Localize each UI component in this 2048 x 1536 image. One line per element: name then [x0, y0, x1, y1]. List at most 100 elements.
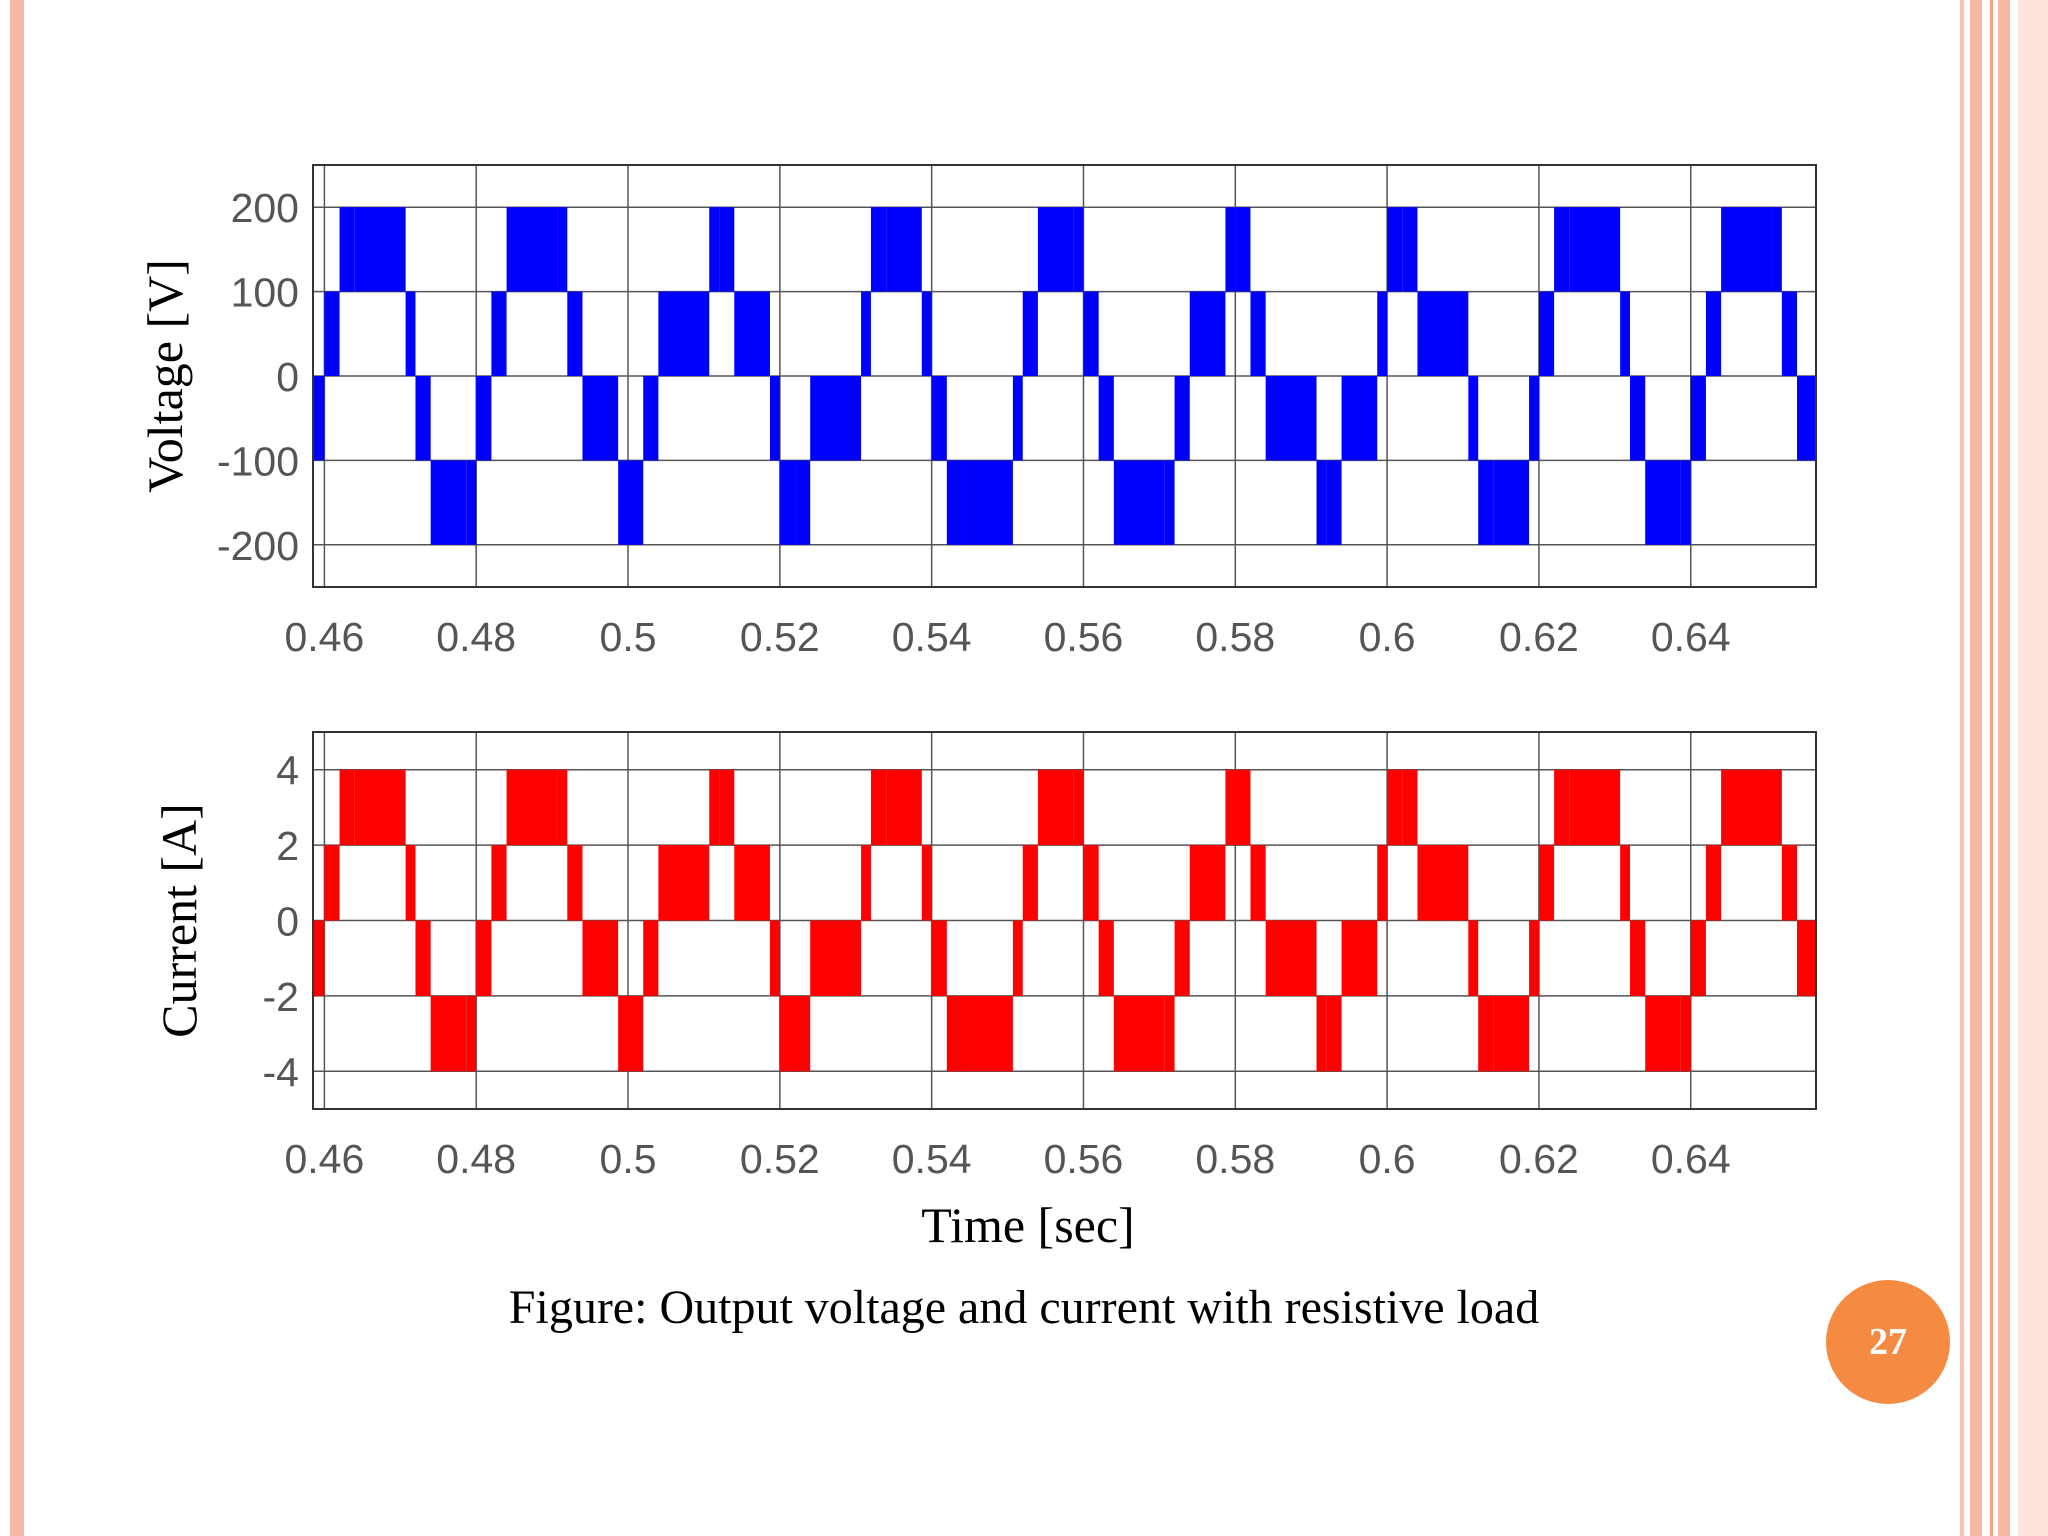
waveform-segment — [1402, 769, 1418, 846]
waveform-segment — [962, 995, 1013, 1072]
waveform-segment — [709, 207, 720, 292]
waveform-segment — [1705, 845, 1722, 921]
waveform-segment — [658, 845, 710, 921]
left-border-stripe — [10, 0, 24, 1536]
waveform-segment — [1478, 460, 1494, 545]
waveform-segment — [628, 995, 644, 1072]
waveform-segment — [779, 995, 796, 1072]
waveform-segment — [1468, 376, 1479, 461]
x-tick-label: 0.62 — [1499, 614, 1579, 660]
waveform-segment — [1721, 207, 1772, 292]
waveform-segment — [931, 376, 947, 461]
waveform-segment — [719, 207, 735, 292]
x-tick-label: 0.52 — [740, 614, 820, 660]
waveform-segment — [769, 376, 780, 461]
waveform-segment — [795, 995, 811, 1072]
y-tick-label: -2 — [263, 974, 299, 1020]
waveform-segment — [1189, 845, 1226, 921]
waveform-segment — [1250, 845, 1266, 921]
waveform-segment — [567, 291, 583, 376]
y-axis-label: Current [A] — [151, 803, 207, 1038]
waveform-segment — [810, 920, 862, 996]
x-tick-label: 0.64 — [1651, 614, 1731, 660]
waveform-segment — [1771, 769, 1782, 846]
waveform-segment — [1620, 291, 1631, 376]
y-tick-label: 2 — [276, 823, 299, 869]
waveform-segment — [313, 920, 325, 996]
waveform-segment — [795, 460, 811, 545]
x-axis-label: Time [sec] — [921, 1197, 1135, 1253]
y-tick-label: 0 — [276, 899, 299, 945]
waveform-segment — [734, 291, 770, 376]
waveform-segment — [1569, 207, 1621, 292]
y-tick-label: 4 — [276, 748, 299, 794]
x-tick-label: 0.48 — [436, 614, 516, 660]
x-tick-label: 0.5 — [600, 614, 657, 660]
waveform-segment — [405, 291, 416, 376]
waveform-segment — [1341, 920, 1378, 996]
waveform-segment — [931, 920, 947, 996]
waveform-segment — [1771, 207, 1782, 292]
waveform-segment — [1377, 845, 1388, 921]
waveform-segment — [921, 291, 932, 376]
waveform-segment — [1402, 207, 1418, 292]
waveform-segment — [1098, 920, 1114, 996]
waveform-segment — [1073, 769, 1084, 846]
waveform-segment — [1554, 207, 1570, 292]
waveform-segment — [354, 207, 406, 292]
waveform-segment — [861, 845, 871, 921]
waveform-segment — [324, 845, 340, 921]
plot-frame — [312, 164, 1817, 588]
waveform-segment — [810, 376, 862, 461]
waveform-segment — [1037, 769, 1074, 846]
y-tick-label: -100 — [217, 438, 299, 484]
waveform-segment — [506, 769, 558, 846]
x-tick-label: 0.46 — [284, 1136, 364, 1182]
waveform-segment — [1012, 920, 1023, 996]
waveform-segment — [1073, 207, 1084, 292]
figure-caption: Figure: Output voltage and current with … — [508, 1281, 1540, 1334]
current-plot: 4 2 0 -2 -4 0.46 0.48 0.5 0.52 0.54 0.56 0.58 0.6 0.6… — [151, 731, 1817, 1182]
waveform-segment — [1538, 291, 1555, 376]
waveform-segment — [1529, 376, 1539, 461]
y-axis-label: Voltage [V] — [137, 259, 193, 493]
waveform-segment — [1538, 845, 1555, 921]
waveform-segment — [1705, 291, 1722, 376]
waveform-segment — [1680, 460, 1691, 545]
waveform-segment — [324, 291, 340, 376]
waveform-segment — [1690, 376, 1706, 461]
waveform-segment — [1797, 376, 1816, 461]
page-number-badge: 27 — [1826, 1280, 1950, 1404]
x-tick-label: 0.54 — [892, 1136, 972, 1182]
waveform-segment — [1326, 995, 1342, 1072]
waveform-segment — [1781, 845, 1798, 921]
waveform-segment — [921, 845, 932, 921]
waveform-segment — [1113, 460, 1165, 545]
waveform-segment — [886, 207, 922, 292]
waveform-segment — [1250, 291, 1266, 376]
x-tick-label: 0.58 — [1195, 1136, 1275, 1182]
waveform-segment — [491, 291, 507, 376]
waveform-segment — [1326, 460, 1342, 545]
waveform-segment — [1037, 207, 1074, 292]
waveform-segment — [779, 460, 796, 545]
waveform-segment — [567, 845, 583, 921]
waveform-segment — [476, 920, 492, 996]
waveform-segment — [643, 376, 659, 461]
waveform-segment — [886, 769, 922, 846]
waveform-segment — [1797, 920, 1816, 996]
waveform-segment — [1468, 920, 1479, 996]
waveform-segment — [769, 920, 780, 996]
waveform-segment — [1690, 920, 1706, 996]
waveform-segment — [946, 995, 963, 1072]
x-tick-label: 0.64 — [1651, 1136, 1731, 1182]
waveform-segment — [1235, 207, 1251, 292]
waveform-segment — [734, 845, 770, 921]
waveform-segment — [946, 460, 963, 545]
plot-frame — [312, 731, 1817, 1110]
x-tick-label: 0.56 — [1044, 614, 1124, 660]
waveform-segment — [1235, 769, 1251, 846]
waveform-segment — [1569, 769, 1621, 846]
waveform-segment — [1645, 460, 1681, 545]
waveform-segment — [1189, 291, 1226, 376]
